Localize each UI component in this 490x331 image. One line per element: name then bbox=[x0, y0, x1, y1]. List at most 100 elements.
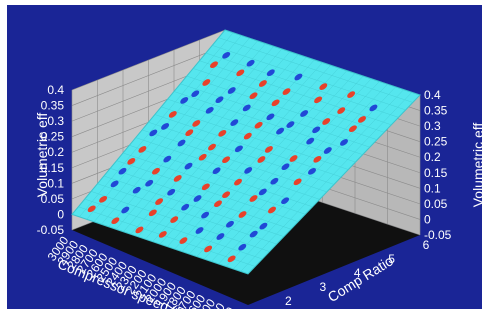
red-data-point bbox=[152, 167, 160, 175]
red-data-point bbox=[254, 121, 263, 129]
red-data-point bbox=[282, 88, 291, 95]
z-tick-right: 0.15 bbox=[424, 166, 448, 180]
red-data-point bbox=[249, 195, 258, 202]
red-data-point bbox=[222, 156, 231, 164]
blue-data-point bbox=[201, 211, 210, 219]
red-data-point bbox=[179, 237, 188, 244]
surface-meshline bbox=[212, 45, 406, 111]
blue-data-point bbox=[369, 104, 378, 112]
y-tick: 1 bbox=[251, 308, 258, 322]
z-axis-label-right: Volumetric eff bbox=[470, 123, 486, 208]
blue-data-point bbox=[312, 126, 321, 134]
blue-data-point bbox=[281, 197, 290, 205]
red-data-point bbox=[243, 132, 252, 140]
red-data-point bbox=[202, 79, 211, 86]
blue-data-point bbox=[244, 167, 253, 174]
blue-data-point bbox=[180, 97, 189, 104]
z-axis-label-left: Volumetric eff bbox=[34, 113, 50, 198]
blue-data-point bbox=[230, 119, 239, 126]
z-tick-left: 0.25 bbox=[41, 130, 65, 144]
red-data-point bbox=[204, 245, 213, 253]
z-tick-right: -0.05 bbox=[424, 228, 452, 242]
z-tick-right: 0.1 bbox=[424, 181, 441, 195]
red-data-point bbox=[271, 99, 280, 107]
red-data-point bbox=[158, 231, 167, 238]
blue-data-point bbox=[205, 106, 214, 114]
blue-data-point bbox=[195, 227, 204, 234]
blue-data-point bbox=[300, 110, 309, 117]
blue-data-point bbox=[242, 104, 251, 112]
z-tick-left: 0.15 bbox=[41, 161, 65, 175]
z-tick-left: 0.4 bbox=[47, 83, 64, 97]
z-tick-right: 0.4 bbox=[424, 88, 441, 102]
red-data-point bbox=[293, 178, 302, 186]
blue-data-point bbox=[294, 73, 303, 81]
z-tick-left: 0 bbox=[57, 207, 64, 221]
blue-data-point bbox=[266, 113, 275, 121]
red-data-point bbox=[192, 120, 201, 127]
blue-data-point bbox=[215, 96, 224, 104]
y-tick: 5 bbox=[388, 252, 395, 266]
red-data-point bbox=[168, 111, 177, 118]
tick-labels: -0.05 -0.050 00.05 0.050.1 0.10.15 0.150.2 0.2… bbox=[37, 83, 452, 331]
blue-data-point bbox=[118, 167, 127, 175]
red-data-point bbox=[234, 178, 242, 186]
red-data-point bbox=[322, 118, 331, 125]
y-tick: 6 bbox=[423, 238, 430, 252]
blue-data-point bbox=[238, 243, 247, 251]
blue-data-point bbox=[121, 206, 130, 214]
blue-data-point bbox=[110, 180, 119, 188]
blue-data-point bbox=[145, 179, 154, 187]
surface-meshline bbox=[233, 89, 404, 270]
red-data-point bbox=[319, 83, 328, 90]
blue-data-point bbox=[270, 177, 279, 185]
blue-data-point bbox=[258, 188, 267, 196]
red-data-point bbox=[208, 143, 216, 151]
red-data-point bbox=[135, 226, 144, 234]
z-tick-right: 0 bbox=[424, 212, 431, 226]
y-tick: 2 bbox=[285, 294, 292, 308]
z-tick-right: 0.35 bbox=[424, 104, 448, 118]
blue-data-point bbox=[340, 139, 348, 146]
blue-data-point bbox=[246, 59, 255, 67]
red-data-point bbox=[347, 91, 356, 98]
red-data-point bbox=[87, 205, 96, 213]
y-tick: 3 bbox=[319, 280, 326, 294]
blue-data-point bbox=[161, 123, 170, 130]
red-data-point bbox=[155, 198, 164, 205]
z-tick-right: 0.25 bbox=[424, 135, 448, 149]
red-data-point bbox=[249, 92, 258, 100]
red-data-point bbox=[185, 129, 194, 137]
red-data-point bbox=[99, 195, 108, 203]
blue-data-point bbox=[323, 147, 332, 154]
red-data-point bbox=[218, 129, 227, 137]
blue-data-point bbox=[259, 222, 268, 230]
red-data-point bbox=[210, 61, 218, 69]
blue-data-point bbox=[216, 233, 225, 240]
z-tick-left: -0.05 bbox=[37, 223, 65, 237]
z-tick-right: 0.05 bbox=[424, 197, 448, 211]
red-data-point bbox=[238, 211, 247, 218]
red-data-point bbox=[111, 217, 120, 225]
data-points bbox=[87, 51, 378, 263]
blue-data-point bbox=[163, 155, 172, 163]
blue-data-point bbox=[149, 129, 158, 137]
surface-meshline bbox=[218, 37, 413, 103]
blue-data-point bbox=[266, 69, 275, 77]
blue-data-point bbox=[132, 186, 141, 194]
blue-data-point bbox=[167, 188, 176, 196]
red-data-point bbox=[314, 96, 323, 104]
blue-data-point bbox=[281, 163, 290, 171]
blue-data-point bbox=[234, 145, 243, 153]
red-data-point bbox=[236, 69, 245, 77]
red-data-point bbox=[268, 206, 276, 214]
blue-data-point bbox=[226, 220, 234, 228]
red-data-point bbox=[358, 116, 366, 123]
blue-data-point bbox=[276, 127, 285, 135]
red-data-point bbox=[313, 155, 322, 163]
red-data-point bbox=[170, 216, 179, 223]
z-tick-left: 0.35 bbox=[41, 99, 65, 113]
z-tick-left: 0.2 bbox=[47, 145, 64, 159]
blue-data-point bbox=[191, 90, 200, 98]
